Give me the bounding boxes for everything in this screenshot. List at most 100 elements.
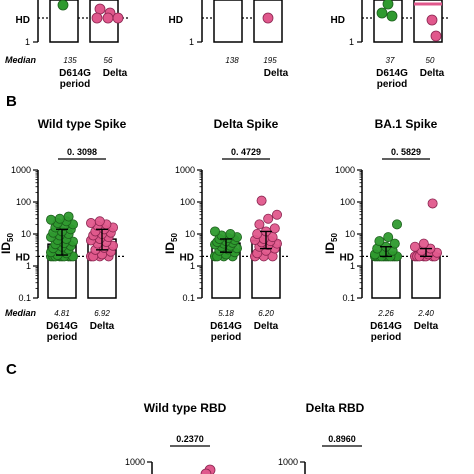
y-tick-label-0-1: 1 <box>26 261 31 271</box>
dot-1-1-16 <box>269 223 280 234</box>
hd-label-2: HD <box>340 252 354 263</box>
dot-1-1-20 <box>256 195 267 206</box>
dot-1-0-21 <box>225 228 236 239</box>
dot-0-0-33 <box>46 214 57 225</box>
x-label-1-1: Delta <box>254 321 279 332</box>
dot-top-1b-1 <box>94 3 106 15</box>
dot-2-0-19 <box>391 219 402 230</box>
y-axis-label-sub: 50 <box>170 233 179 242</box>
hd-label-top-1: HD <box>16 15 30 26</box>
title-c-2: Delta RBD <box>306 401 365 415</box>
median-top-1b: 56 <box>104 56 113 65</box>
x-label-0-1: Delta <box>90 321 115 332</box>
median-1-1: 6.20 <box>258 309 274 318</box>
title-c-1: Wild type RBD <box>144 401 227 415</box>
dot-top-3a-3 <box>386 10 398 22</box>
x-label-line: D614G <box>210 321 242 332</box>
chart-title-0: Wild type Spike <box>38 117 127 131</box>
dot-0-0-34 <box>54 213 65 224</box>
pvalue-c-1: 0.2370 <box>176 434 204 444</box>
y-axis-label-2: ID50 <box>323 233 339 254</box>
median-top-3a: 37 <box>386 56 395 65</box>
y-tick-label-0-2: 10 <box>21 229 31 239</box>
x-label-line: D614G <box>46 321 78 332</box>
dot-0-0-35 <box>63 211 74 222</box>
pvalue-0: 0. 3098 <box>67 147 97 157</box>
median-label-top: Median <box>5 55 37 65</box>
chart-title-1: Delta Spike <box>214 117 279 131</box>
dots-top <box>57 0 442 42</box>
xlabel-top-3b: Delta <box>420 68 445 79</box>
xlabel-line-2: period <box>377 79 408 90</box>
dot-top-1b-4 <box>102 12 114 24</box>
y-tick-label-2-2: 10 <box>345 229 355 239</box>
hd-label-top-2: HD <box>169 15 183 26</box>
x-label-line: D614G <box>370 321 402 332</box>
median-0-0: 4.81 <box>54 309 70 318</box>
x-label-2-1: Delta <box>414 321 439 332</box>
dot-2-1-13 <box>427 198 438 209</box>
dot-2-0-18 <box>383 232 394 243</box>
xlabel-top-1a-l1: D614G <box>59 68 91 79</box>
y-axis-label-main: ID <box>0 242 13 254</box>
y-axis-label-sub: 50 <box>6 233 15 242</box>
hd-label-top-3: HD <box>331 15 345 26</box>
x-label-line: Delta <box>90 321 115 332</box>
y-axis-label-main: ID <box>163 242 177 254</box>
xlabel-top-1a: D614G period <box>59 68 91 90</box>
median-2-1: 2.40 <box>417 309 434 318</box>
dot-c-2 <box>200 468 212 474</box>
x-label-2-0: D614G period <box>370 321 402 343</box>
dot-top-1b-3 <box>91 12 103 24</box>
y-tick-label-1-4: 1000 <box>175 165 195 175</box>
median-0-1: 6.92 <box>94 309 110 318</box>
y-tick-label-0-3: 100 <box>16 197 31 207</box>
xlabel-line-2: period <box>60 79 91 90</box>
xlabel-top-3a: D614G period <box>376 68 408 90</box>
dot-2-1-11 <box>409 241 420 252</box>
median-top-2a: 138 <box>225 56 239 65</box>
x-label-line: period <box>211 332 242 343</box>
x-label-line: period <box>371 332 402 343</box>
y-tick-1-top-1: 1 <box>25 37 30 47</box>
y-tick-label-2-3: 100 <box>340 197 355 207</box>
xlabel-top-1b: Delta <box>103 68 128 79</box>
chart-title-2: BA.1 Spike <box>375 117 438 131</box>
y-tick-label-2-1: 1 <box>350 261 355 271</box>
xlabel-top-2b: Delta <box>264 68 289 79</box>
y-tick-label-1-1: 1 <box>190 261 195 271</box>
hd-label-0: HD <box>16 252 30 263</box>
x-label-line: Delta <box>254 321 279 332</box>
y-tick-label-1-2: 10 <box>185 229 195 239</box>
dot-1-0-22 <box>209 226 220 237</box>
y-tick-label-1-0: 0.1 <box>182 293 195 303</box>
y-tick-label-0-4: 1000 <box>11 165 31 175</box>
median-1-0: 5.18 <box>218 309 234 318</box>
dot-1-1-19 <box>271 209 282 220</box>
dot-top-3b-1 <box>426 14 438 26</box>
x-label-1-0: D614G period <box>210 321 242 343</box>
median-top-2b: 195 <box>263 56 277 65</box>
dot-top-1a-1 <box>57 0 69 11</box>
dot-top-1b-5 <box>112 12 124 24</box>
y-tick-label-2-0: 0.1 <box>342 293 355 303</box>
dot-0-1-23 <box>94 216 105 227</box>
dot-top-3a-1 <box>382 0 394 10</box>
pvalue-c-2: 0.8960 <box>328 434 356 444</box>
dot-top-3a-2 <box>376 7 388 19</box>
median-label-b: Median <box>5 308 37 318</box>
dot-1-1-18 <box>263 213 274 224</box>
y-tick-label-0-0: 0.1 <box>18 293 31 303</box>
dot-0-1-22 <box>86 218 97 229</box>
hd-label-1: HD <box>180 252 194 263</box>
median-top-1a: 135 <box>63 56 77 65</box>
y-axis-label-0: ID50 <box>0 233 15 254</box>
y-axis-label-sub: 50 <box>330 233 339 242</box>
pvalue-2: 0. 5829 <box>391 147 421 157</box>
panel-letter-c: C <box>6 361 17 378</box>
y-tick-label-1-3: 100 <box>180 197 195 207</box>
dot-top-3b-2 <box>430 30 442 42</box>
y-tick-label-c-1: 1000 <box>125 457 145 467</box>
